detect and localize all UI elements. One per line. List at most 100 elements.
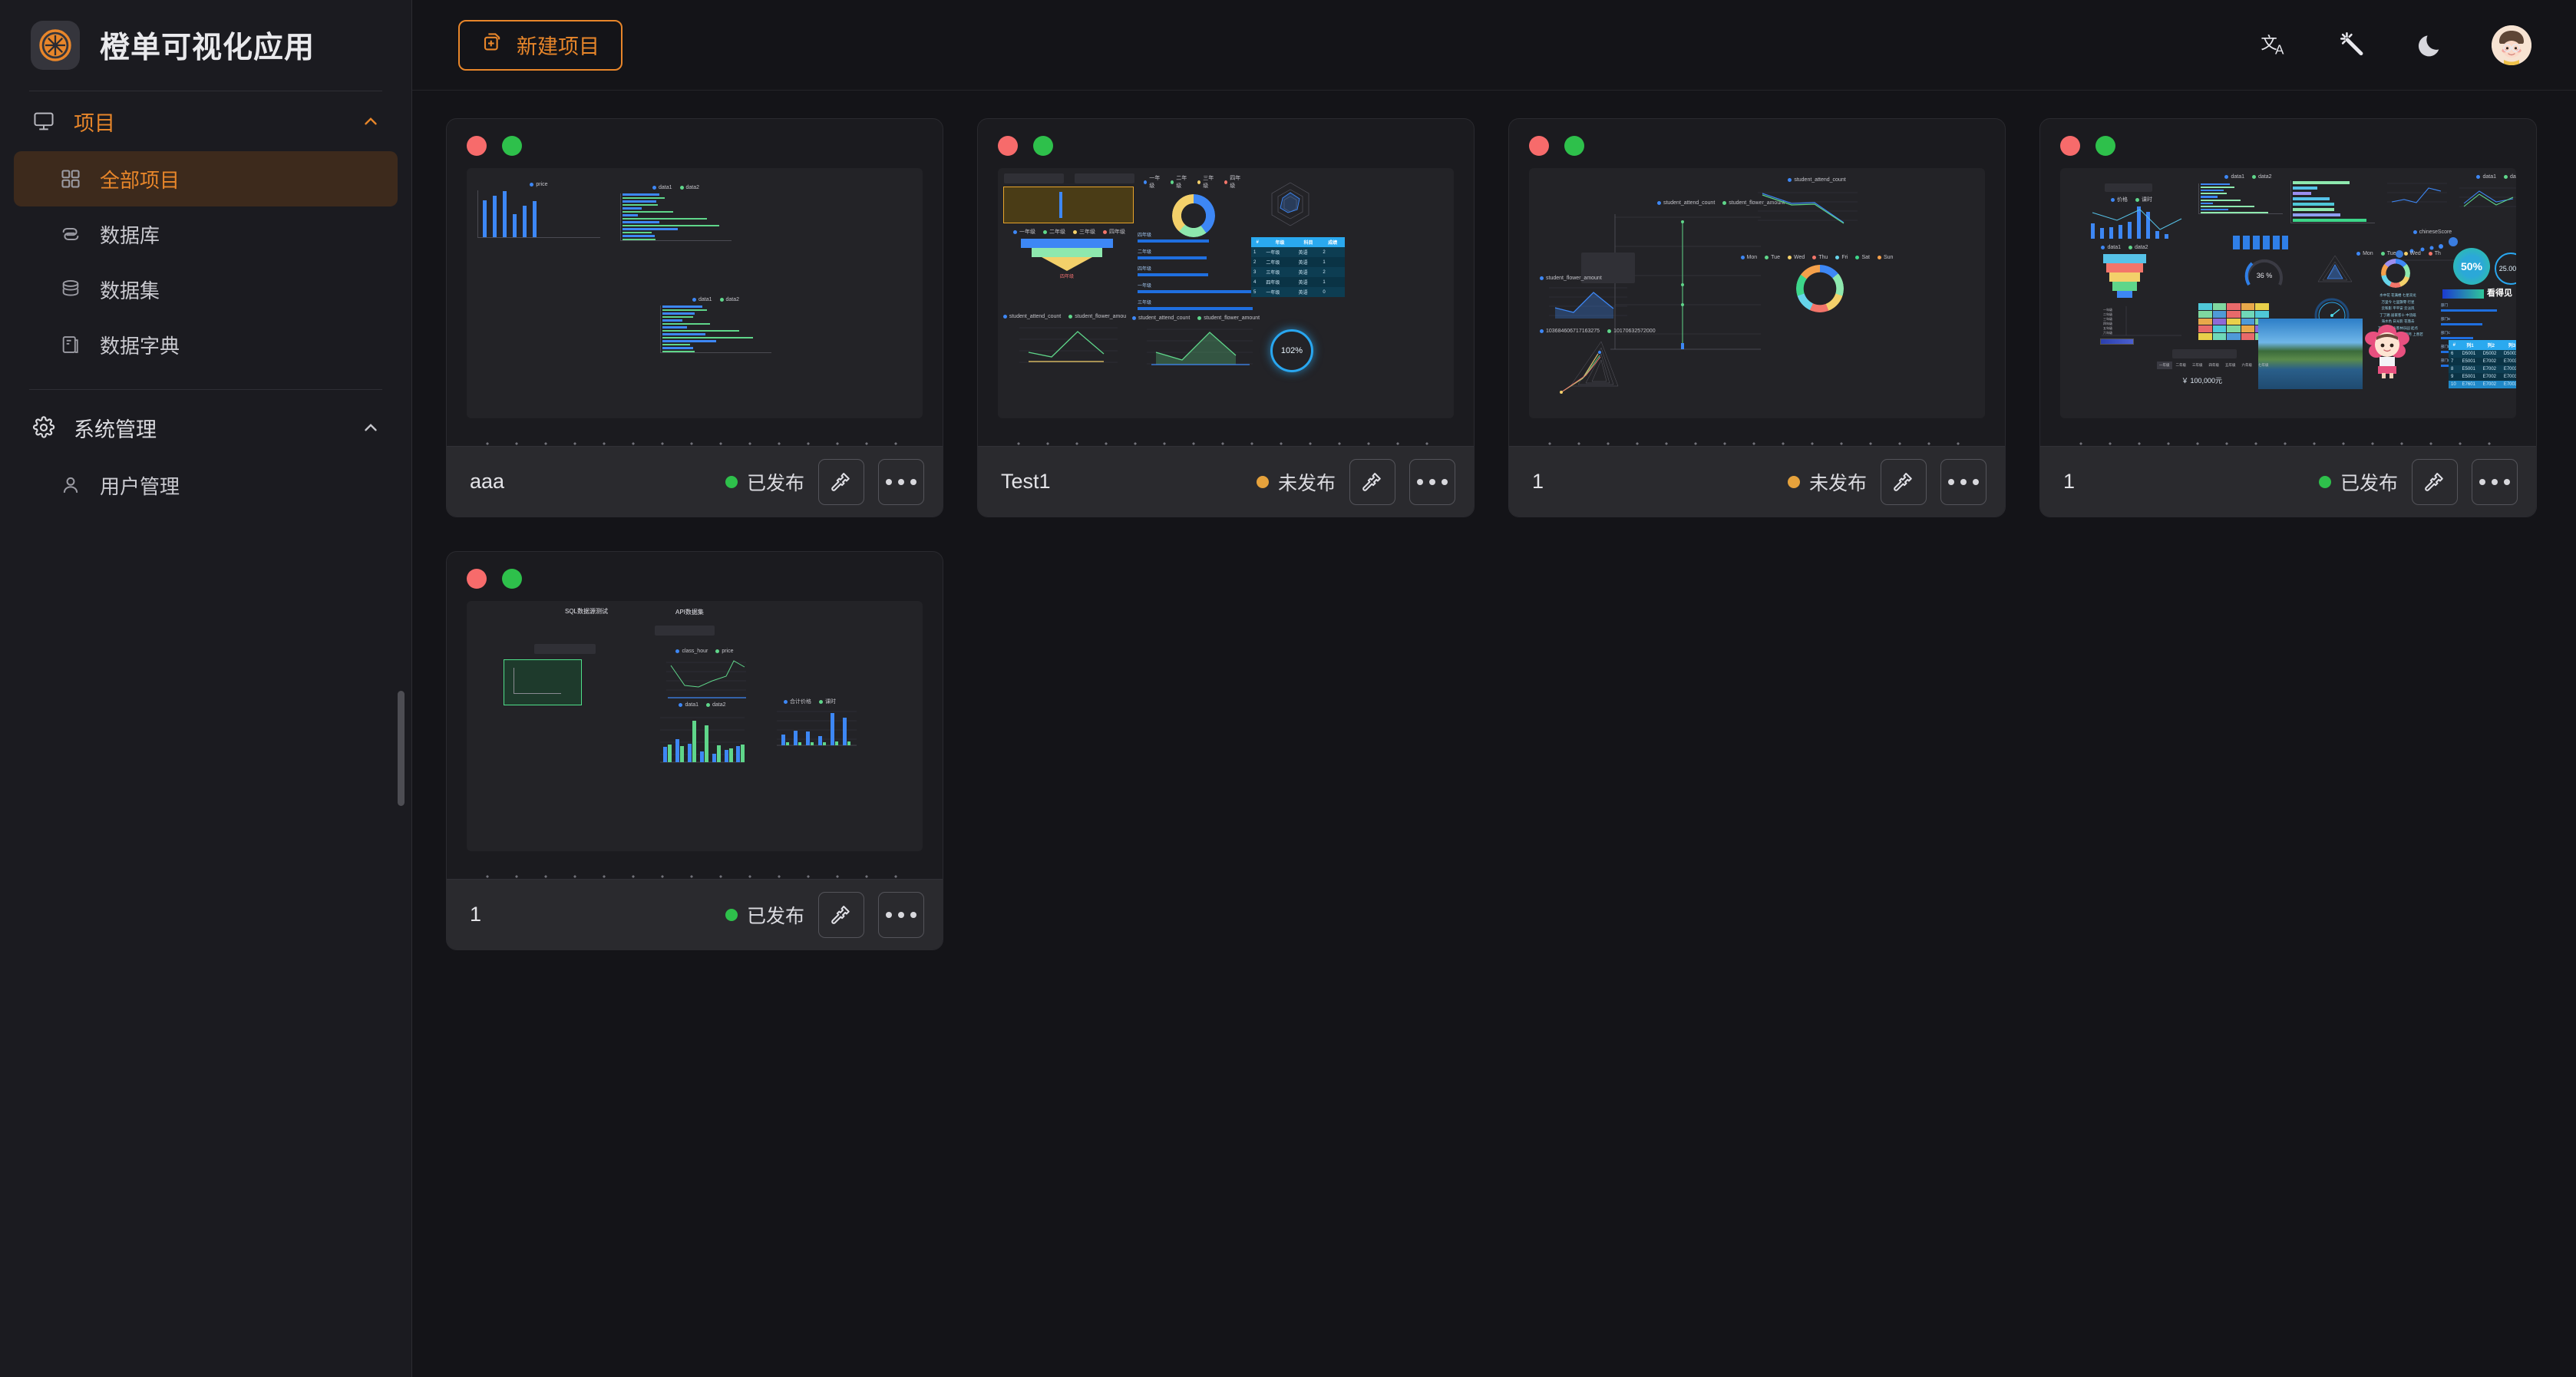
ellipsis-icon [1417,478,1448,485]
more-options-button[interactable] [1409,458,1455,505]
window-dot-red [1529,136,1549,156]
svg-text:一年级: 一年级 [2103,307,2112,312]
project-card[interactable]: student_attend_count student_flower_amoun… [1508,118,2006,517]
window-dots [467,569,923,589]
window-dot-green [502,569,522,589]
window-dot-red [2060,136,2080,156]
brand: 橙单可视化应用 [0,0,411,91]
brand-title: 橙单可视化应用 [100,31,315,64]
project-preview-thumbnail: price data1 data2 [467,168,923,418]
status-label: 已发布 [746,472,804,494]
svg-text:四年级: 四年级 [2103,321,2112,325]
project-card[interactable]: price data1 data2 [446,118,943,517]
window-dots [1529,136,1985,156]
preview-legend: data1 data2 [660,297,771,302]
card-footer: Test1 未发布 [978,446,1474,517]
sidebar-item-dataset[interactable]: 数据集 [14,262,398,317]
preview-dot-grid [998,418,1454,446]
project-preview-thumbnail: student_attend_count student_flower_amoun… [1529,168,1985,418]
topbar-actions: 文 A [2257,25,2541,65]
card-top: price data1 data2 [447,119,943,446]
preview-legend: data1 data2 [620,185,732,190]
card-footer: 1 已发布 [447,879,943,949]
database-stack-icon [58,277,83,302]
user-icon [58,473,83,497]
link-icon [58,222,83,246]
project-name: Test1 [1001,470,1051,493]
project-card[interactable]: 一年级 二年级 三年级 四年级 四年级 [977,118,1475,517]
sidebar-divider-mid [29,389,382,390]
projects-grid: price data1 data2 [446,118,2542,950]
svg-text:五年级: 五年级 [2103,325,2112,330]
window-dot-red [998,136,1018,156]
sidebar-scrollbar[interactable] [398,691,405,806]
sidebar-item-database[interactable]: 数据库 [14,206,398,262]
status-badge: 未发布 [1256,468,1336,496]
more-options-button[interactable] [2472,458,2518,505]
magic-wand-icon[interactable] [2335,27,2372,64]
new-project-button[interactable]: 新建项目 [458,19,623,71]
window-dot-green [1033,136,1053,156]
chevron-up-icon-system[interactable] [361,418,381,438]
status-label: 已发布 [746,905,804,927]
sidebar-item-all-projects[interactable]: 全部项目 [14,151,398,206]
sidebar: 橙单可视化应用 项目 [0,0,412,1377]
svg-text:二年级: 二年级 [2103,312,2112,316]
language-icon[interactable]: 文 A [2257,27,2294,64]
nav-group-projects[interactable]: 项目 [0,91,411,151]
sidebar-item-data-dictionary-label: 数据字典 [100,334,180,358]
more-options-button[interactable] [1940,458,1986,505]
orange-wheel-logo [31,21,80,70]
preview-dot-grid [1529,418,1985,446]
project-preview-thumbnail: SQL数据源测试 API数据集 class_hour price [467,601,923,851]
status-label: 已发布 [2340,472,2398,494]
window-dots [467,136,923,156]
build-button[interactable] [818,891,864,938]
sidebar-item-database-label: 数据库 [100,223,160,247]
nav-group-system[interactable]: 系统管理 [0,398,411,457]
preview-dot-grid [467,418,923,446]
status-dot [725,475,738,488]
status-badge: 已发布 [725,468,804,496]
card-footer: 1 已发布 [2040,446,2536,517]
grid-icon [58,167,83,191]
more-options-button[interactable] [878,891,924,938]
status-label: 未发布 [1808,472,1867,494]
window-dot-red [467,136,487,156]
project-name: 1 [1532,470,1544,493]
window-dot-green [1564,136,1584,156]
preview-title-left: SQL数据源测试 [565,608,609,615]
window-dot-green [2095,136,2115,156]
nav-group-projects-label: 项目 [74,111,115,135]
build-button[interactable] [1881,458,1927,505]
build-button[interactable] [1349,458,1395,505]
more-options-button[interactable] [878,458,924,505]
new-project-label: 新建项目 [517,35,599,58]
svg-text:三年级: 三年级 [2103,316,2112,321]
window-dot-green [502,136,522,156]
sidebar-item-data-dictionary[interactable]: 数据字典 [14,317,398,372]
sidebar-item-user-management-label: 用户管理 [100,474,180,498]
project-name: 1 [2063,470,2076,493]
chevron-up-icon[interactable] [361,111,381,131]
preview-gauge: 102% [1270,329,1313,372]
project-card[interactable]: SQL数据源测试 API数据集 class_hour price [446,551,943,950]
book-icon [58,332,83,357]
avatar[interactable] [2492,25,2531,65]
projects-content: price data1 data2 [412,91,2576,1377]
sidebar-item-user-management[interactable]: 用户管理 [14,457,398,513]
ellipsis-icon [886,911,916,918]
preview-title-right: API数据集 [675,609,704,616]
main-area: 新建项目 文 A [412,0,2576,1377]
moon-icon[interactable] [2413,27,2450,64]
status-dot [2318,475,2331,488]
status-dot [1787,475,1800,488]
project-preview-thumbnail: 价格 课时 [2060,168,2516,418]
status-dot [1256,475,1269,488]
project-card[interactable]: 价格 课时 [2039,118,2537,517]
build-button[interactable] [2412,458,2458,505]
status-label: 未发布 [1277,472,1336,494]
build-button[interactable] [818,458,864,505]
sidebar-item-dataset-label: 数据集 [100,279,160,302]
